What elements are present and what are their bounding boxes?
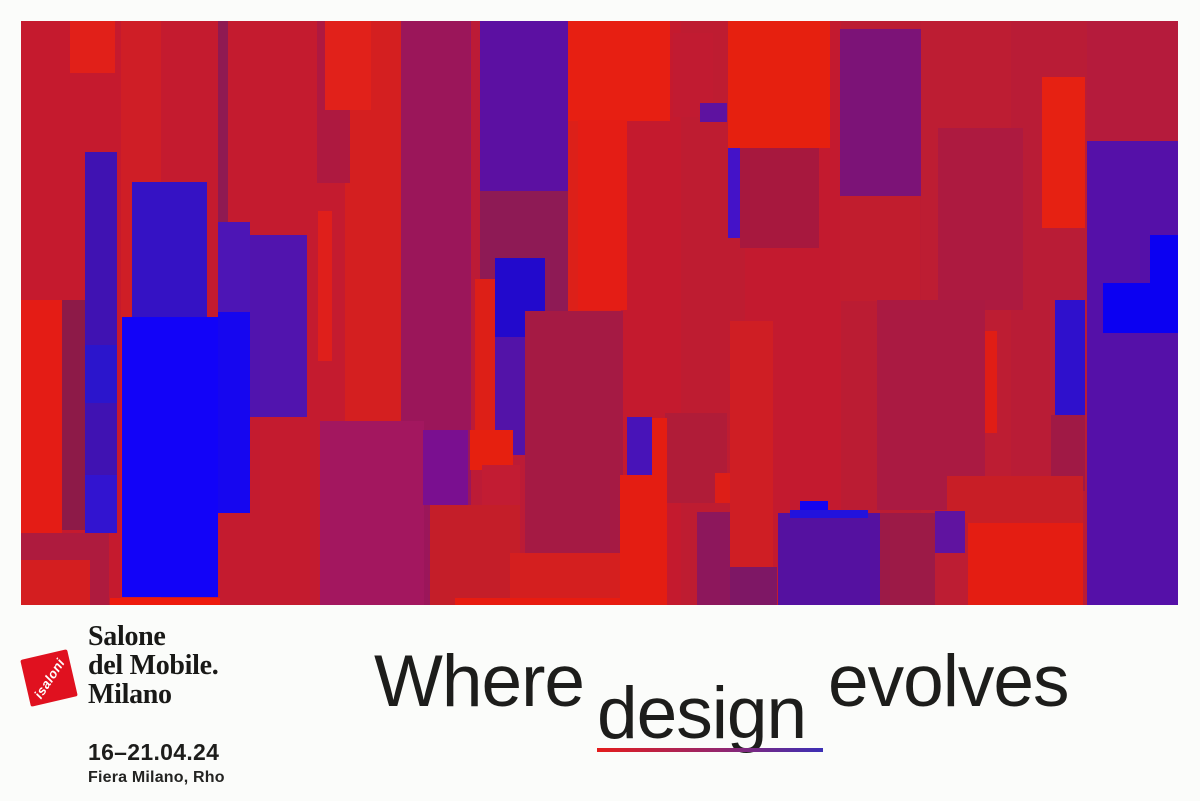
salone-del-mobile-wordmark: Salone del Mobile. Milano — [88, 621, 219, 710]
isaloni-logo-badge: isaloni — [20, 649, 78, 707]
artwork-rect — [455, 598, 620, 605]
artwork-rect — [790, 510, 868, 518]
artwork-rect — [627, 417, 652, 475]
artwork-rect — [877, 300, 985, 510]
artwork-rect — [218, 21, 228, 421]
artwork-rect — [697, 512, 730, 605]
footer: isaloni Salone del Mobile. Milano 16–21.… — [0, 605, 1200, 801]
artwork-rect — [132, 182, 207, 317]
artwork-rect — [1087, 21, 1178, 143]
artwork-rect — [935, 511, 965, 553]
artwork-rect — [778, 513, 880, 605]
artwork-rect — [70, 21, 115, 73]
artwork-rect — [730, 321, 773, 567]
artwork-rect — [250, 235, 307, 417]
artwork-rect — [1055, 300, 1085, 415]
event-dates: 16–21.04.24 — [88, 739, 220, 765]
artwork-rect — [85, 345, 117, 403]
artwork-rect — [21, 300, 62, 533]
artwork-rect — [525, 311, 623, 553]
artwork-rect — [880, 513, 935, 605]
artwork-rect — [728, 21, 830, 148]
artwork-collage — [21, 21, 1178, 605]
tagline-word-evolves: evolves — [828, 641, 1070, 722]
artwork-rect — [730, 567, 777, 605]
artwork-rect — [1042, 77, 1085, 228]
artwork-rect — [578, 120, 627, 310]
artwork-rect — [21, 560, 90, 605]
tagline-word-design: design — [597, 673, 807, 754]
wordmark-line-1: Salone — [88, 621, 166, 652]
artwork-rect — [700, 103, 727, 122]
artwork-rect — [1103, 283, 1178, 333]
artwork-rect — [122, 317, 218, 597]
artwork-rect — [715, 473, 730, 503]
artwork-rect — [85, 152, 117, 533]
artwork-rect — [430, 505, 520, 605]
artwork-rect — [568, 21, 670, 121]
event-venue: Fiera Milano, Rho — [88, 769, 225, 786]
artwork-rect — [1087, 141, 1178, 605]
artwork-rect — [985, 331, 997, 433]
artwork-rect — [620, 475, 665, 605]
artwork-rect — [423, 430, 468, 505]
artwork-rect — [320, 421, 424, 605]
artwork-rect — [840, 29, 921, 196]
artwork-rect — [840, 196, 920, 301]
artwork-rect — [85, 475, 117, 533]
artwork-rect — [218, 300, 250, 513]
artwork-rect — [938, 128, 1023, 310]
artwork-rect — [62, 300, 85, 530]
tagline-word-where: Where — [374, 641, 585, 722]
artwork-rect — [318, 211, 332, 361]
artwork-rect — [510, 553, 620, 605]
artwork-rect — [968, 523, 1083, 605]
artwork-rect — [480, 21, 568, 191]
design-underline-gradient — [597, 748, 823, 752]
artwork-rect — [728, 148, 740, 238]
artwork-rect — [325, 21, 371, 110]
artwork-rect — [740, 148, 819, 248]
artwork-rect — [470, 430, 513, 470]
artwork-rect — [110, 598, 220, 605]
artwork-rect — [947, 476, 1083, 523]
wordmark-line-2: del Mobile. — [88, 650, 219, 681]
artwork-rect — [218, 222, 250, 312]
wordmark-line-3: Milano — [88, 679, 172, 710]
isaloni-logo-text: isaloni — [30, 655, 68, 701]
